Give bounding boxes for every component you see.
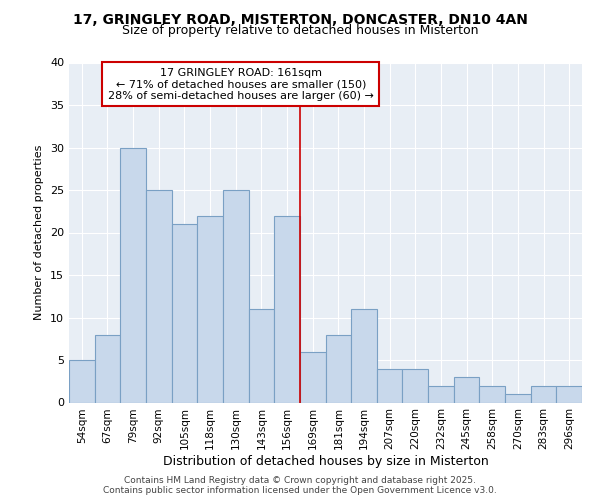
Y-axis label: Number of detached properties: Number of detached properties xyxy=(34,145,44,320)
Text: 17, GRINGLEY ROAD, MISTERTON, DONCASTER, DN10 4AN: 17, GRINGLEY ROAD, MISTERTON, DONCASTER,… xyxy=(73,12,527,26)
Text: Contains HM Land Registry data © Crown copyright and database right 2025.: Contains HM Land Registry data © Crown c… xyxy=(124,476,476,485)
Bar xyxy=(351,309,377,402)
Bar xyxy=(146,190,172,402)
Bar xyxy=(274,216,300,402)
Bar xyxy=(377,368,403,402)
Bar xyxy=(454,377,479,402)
Bar xyxy=(479,386,505,402)
Text: Size of property relative to detached houses in Misterton: Size of property relative to detached ho… xyxy=(122,24,478,37)
Text: Contains public sector information licensed under the Open Government Licence v3: Contains public sector information licen… xyxy=(103,486,497,495)
Bar xyxy=(172,224,197,402)
Bar xyxy=(197,216,223,402)
Bar xyxy=(505,394,531,402)
X-axis label: Distribution of detached houses by size in Misterton: Distribution of detached houses by size … xyxy=(163,455,488,468)
Bar xyxy=(428,386,454,402)
Bar xyxy=(531,386,556,402)
Bar xyxy=(403,368,428,402)
Bar xyxy=(95,334,121,402)
Bar xyxy=(223,190,248,402)
Bar xyxy=(300,352,325,403)
Bar xyxy=(556,386,582,402)
Bar xyxy=(69,360,95,403)
Bar xyxy=(325,334,351,402)
Bar xyxy=(248,309,274,402)
Bar xyxy=(121,148,146,402)
Text: 17 GRINGLEY ROAD: 161sqm
← 71% of detached houses are smaller (150)
28% of semi-: 17 GRINGLEY ROAD: 161sqm ← 71% of detach… xyxy=(108,68,374,101)
